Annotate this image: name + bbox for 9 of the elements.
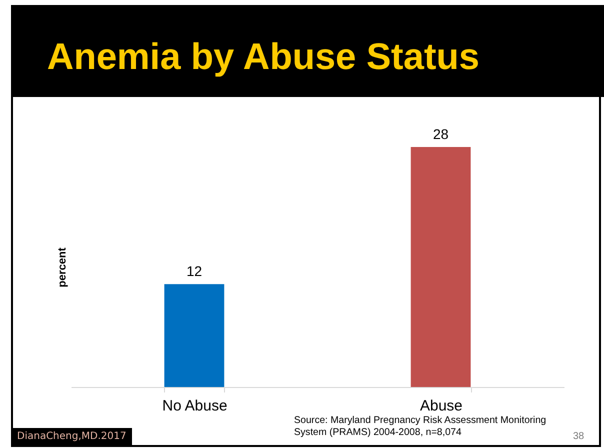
y-axis-title: percent	[56, 247, 68, 288]
text: DianaCheng,MD.2017	[13, 428, 132, 446]
text: 38	[573, 431, 584, 442]
data-label: 12	[186, 263, 202, 280]
x-tick-label: No Abuse	[162, 398, 228, 414]
data-label: 28	[432, 126, 449, 142]
chart-title: Anemia by Abuse Status	[47, 36, 480, 77]
source-note: Source: Maryland Pregnancy Risk Assessment Monitoring System (PRAMS) 2004-2008, n=8,074	[294, 415, 548, 438]
x-tick-label: Abuse	[420, 398, 463, 414]
